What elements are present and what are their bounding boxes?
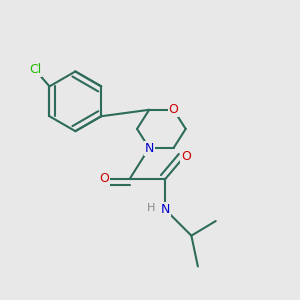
Text: O: O — [181, 150, 191, 163]
Text: N: N — [145, 142, 154, 154]
Text: O: O — [99, 172, 109, 185]
Text: H: H — [147, 203, 155, 213]
Text: N: N — [161, 203, 170, 216]
Text: Cl: Cl — [29, 63, 41, 76]
Text: O: O — [169, 103, 178, 116]
